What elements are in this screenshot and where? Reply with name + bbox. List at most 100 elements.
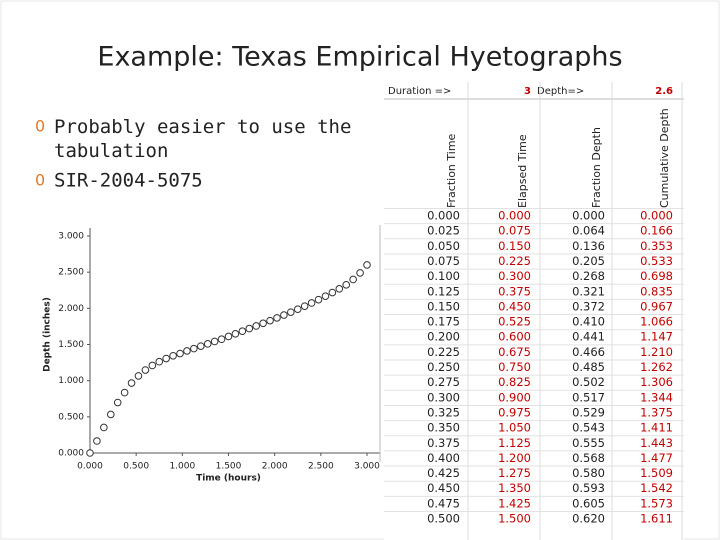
data-point xyxy=(190,344,198,353)
table-cell: 1.200 xyxy=(498,451,531,465)
table-cell: 0.485 xyxy=(572,360,605,374)
table-cell: 0.150 xyxy=(498,239,531,253)
table-cell: 1.500 xyxy=(498,512,531,526)
table-cell: 0.750 xyxy=(498,360,531,374)
column-header: Fraction Depth xyxy=(590,127,603,208)
x-tick-label: 0.000 xyxy=(77,462,103,472)
data-point xyxy=(335,285,344,293)
table-cell: 0.410 xyxy=(572,315,605,329)
table-cell: 0.000 xyxy=(427,209,460,223)
table-cell: 1.125 xyxy=(498,436,531,450)
table-cell: 0.166 xyxy=(640,224,673,238)
data-point xyxy=(106,410,115,419)
table-cell: 0.205 xyxy=(572,254,605,268)
data-point xyxy=(176,349,184,358)
table-cell: 0.675 xyxy=(498,345,531,359)
table-cell: 0.825 xyxy=(498,375,531,389)
data-point xyxy=(141,366,150,374)
x-tick-label: 1.000 xyxy=(169,462,195,472)
data-point xyxy=(287,308,295,316)
y-tick-label: 1.500 xyxy=(58,340,84,350)
table-cell: 0.698 xyxy=(640,269,673,283)
table-cell: 0.475 xyxy=(427,496,460,510)
table-cell: 0.150 xyxy=(427,299,460,313)
column-header: Elapsed Time xyxy=(516,134,529,208)
table-cell: 1.611 xyxy=(640,512,673,526)
table-cell: 1.573 xyxy=(640,496,673,510)
table-cell: 0.568 xyxy=(572,451,605,465)
slide-title: Example: Texas Empirical Hyetographs xyxy=(97,42,622,73)
table-cell: 0.125 xyxy=(427,284,460,298)
bullet-text: Probably easier to use the tabulation xyxy=(54,116,351,162)
table-cell: 1.477 xyxy=(640,451,673,465)
data-point xyxy=(238,327,247,335)
data-point xyxy=(252,322,261,330)
data-point xyxy=(210,337,219,346)
x-tick-label: 2.000 xyxy=(262,462,288,472)
data-point xyxy=(183,347,191,355)
data-point xyxy=(100,423,108,432)
table-cell: 1.275 xyxy=(498,466,531,480)
table-cell: 1.050 xyxy=(498,421,531,435)
data-point xyxy=(293,305,302,314)
bullet-marker: 0 xyxy=(35,171,45,190)
table-cell: 0.225 xyxy=(427,345,460,359)
table-cell: 0.605 xyxy=(572,496,605,510)
data-point xyxy=(120,388,129,397)
table-cell: 0.375 xyxy=(498,284,531,298)
data-point xyxy=(328,288,337,297)
data-point xyxy=(231,329,240,338)
data-point xyxy=(314,295,323,304)
bullet-text: SIR-2004-5075 xyxy=(54,170,203,192)
table-cell: 0.400 xyxy=(427,451,460,465)
table-cell: 1.147 xyxy=(640,330,673,344)
data-point xyxy=(127,379,136,387)
data-point xyxy=(321,292,330,300)
data-point xyxy=(245,324,254,333)
table-cell: 0.580 xyxy=(572,466,605,480)
y-tick-label: 1.000 xyxy=(58,376,84,386)
y-tick-label: 3.000 xyxy=(58,232,84,242)
table-cell: 0.372 xyxy=(572,299,605,313)
table-cell: 0.525 xyxy=(498,315,531,329)
table-cell: 0.517 xyxy=(572,390,605,404)
data-point xyxy=(300,302,309,310)
x-axis-title: Time (hours) xyxy=(196,474,261,484)
table-cell: 0.500 xyxy=(427,512,460,526)
data-point xyxy=(93,437,101,445)
data-point xyxy=(217,335,226,344)
table-cell: 0.200 xyxy=(427,330,460,344)
table-cell: 0.075 xyxy=(498,224,531,238)
data-point xyxy=(155,357,164,366)
y-tick-label: 0.500 xyxy=(58,412,84,422)
y-tick-label: 0.000 xyxy=(58,449,84,459)
table-cell: 0.502 xyxy=(572,375,605,389)
table-cell: 1.066 xyxy=(640,315,673,329)
table-cell: 0.300 xyxy=(498,269,531,283)
table-cell: 0.136 xyxy=(572,239,605,253)
table-cell: 0.900 xyxy=(498,390,531,404)
y-axis-title: Depth (inches) xyxy=(43,297,53,372)
data-point xyxy=(266,316,274,325)
table-cell: 1.306 xyxy=(640,375,673,389)
x-tick-label: 2.500 xyxy=(308,462,334,472)
data-point xyxy=(86,449,94,457)
table-top-cell: 2.6 xyxy=(655,86,673,97)
data-point xyxy=(224,332,233,341)
table-cell: 1.344 xyxy=(640,390,673,404)
table-cell: 0.300 xyxy=(427,390,460,404)
data-point xyxy=(273,314,281,322)
data-point xyxy=(356,269,364,277)
table-cell: 0.593 xyxy=(572,481,605,495)
table-cell: 0.321 xyxy=(572,284,605,298)
table-cell: 0.225 xyxy=(498,254,531,268)
data-point xyxy=(307,299,316,307)
data-point xyxy=(259,319,267,328)
table-top-cell: Depth=> xyxy=(537,86,584,97)
table-cell: 1.262 xyxy=(640,360,673,374)
table-cell: 1.350 xyxy=(498,481,531,495)
table-cell: 0.975 xyxy=(498,405,531,419)
table-top-cell: Duration => xyxy=(388,86,451,97)
table-cell: 0.100 xyxy=(427,269,460,283)
